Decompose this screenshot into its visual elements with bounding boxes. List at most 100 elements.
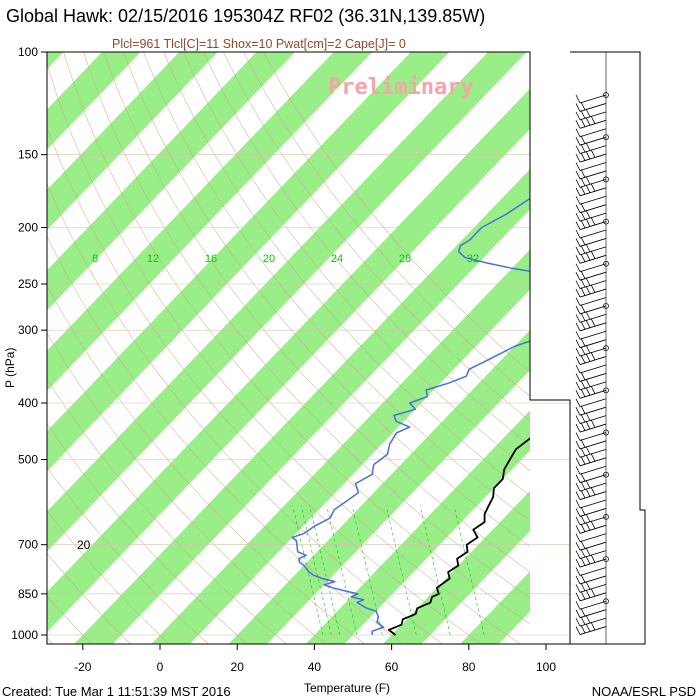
wind-barb [575, 303, 609, 315]
isotherm-band [47, 52, 527, 552]
wind-barb [575, 465, 607, 475]
wind-barb [575, 533, 607, 543]
wind-barb [575, 270, 607, 281]
y-tick-label: 850 [18, 587, 38, 601]
isotherm-band [689, 25, 700, 647]
y-tick-label: 250 [18, 277, 38, 291]
mixing-ratio-label: 12 [147, 253, 159, 265]
mixing-ratio-labels: 8 12 16 20 24 28 32 [92, 253, 479, 265]
source-credit: NOAA/ESRL PSD [591, 684, 696, 699]
wind-barb [575, 439, 607, 450]
x-tick-label: 20 [231, 660, 245, 674]
wind-barb [575, 169, 607, 180]
wind-barb [575, 486, 607, 500]
inline-label: 20 [77, 538, 91, 552]
y-tick-label: 200 [18, 221, 38, 235]
wind-barb [575, 446, 607, 458]
wind-barb [575, 134, 609, 146]
dry-adiabat [47, 378, 287, 644]
wind-barb [575, 453, 607, 467]
wind-barb [575, 318, 607, 332]
wind-barb [575, 608, 607, 619]
y-tick-label: 400 [18, 396, 38, 410]
dry-adiabat [47, 595, 92, 644]
wind-barb [575, 520, 607, 534]
temperature-line [387, 437, 530, 636]
wind-barb [575, 330, 607, 340]
mixing-ratio-label: 24 [331, 253, 343, 265]
wind-barb [575, 236, 607, 247]
y-tick-label: 1000 [11, 628, 38, 642]
mixing-ratio-label: 8 [92, 253, 98, 265]
mixing-ratio-label: 28 [399, 253, 411, 265]
y-tick-label: 300 [18, 323, 38, 337]
wind-barb [575, 554, 609, 568]
wind-barb [575, 405, 607, 416]
isotherm-band [0, 25, 12, 647]
plot-frame [46, 51, 571, 645]
wind-barb [575, 479, 607, 492]
preliminary-watermark: Preliminary [328, 75, 474, 100]
y-tick-label: 150 [18, 148, 38, 162]
mixing-ratio-line [419, 505, 451, 636]
wind-barb [575, 574, 607, 585]
wind-barb [575, 203, 607, 214]
wind-barb [575, 351, 607, 365]
isotherm-band [305, 410, 530, 644]
wind-barb [575, 195, 607, 205]
wind-barb [575, 149, 607, 163]
dry-adiabat [47, 423, 248, 644]
isotherm-band [534, 25, 700, 647]
x-tick-label: 0 [157, 660, 164, 674]
wind-barb [575, 513, 609, 526]
wind-barb [575, 229, 607, 239]
x-axis: -20 0 20 40 60 80 100 [74, 644, 556, 674]
isotherm-band [460, 571, 530, 644]
isotherm-band [47, 52, 64, 70]
wind-barb [575, 311, 607, 323]
wind-barb [575, 471, 609, 484]
wind-barb [575, 108, 607, 121]
dry-adiabat [47, 285, 366, 644]
wind-barb [575, 260, 609, 273]
mixing-ratio-line [300, 505, 332, 636]
created-timestamp: Created: Tue Mar 1 11:51:39 MST 2016 [2, 684, 231, 699]
wind-barb [575, 567, 607, 576]
mixing-ratio-label: 20 [263, 253, 275, 265]
chart-subtitle: Plcl=961 Tlcl[C]=11 Shox=10 Pwat[cm]=2 C… [112, 37, 406, 51]
mixing-ratio-label: 16 [205, 253, 217, 265]
wind-barb [575, 183, 607, 197]
wind-barb [575, 385, 609, 399]
wind-barb [575, 176, 609, 188]
wind-barb [575, 398, 607, 408]
wind-barb [575, 621, 607, 635]
y-axis: 100 150 200 250 300 400 500 700 850 1000 [11, 45, 47, 642]
wind-barb [575, 614, 607, 627]
wind-barb [575, 419, 607, 433]
y-tick-label: 500 [18, 452, 38, 466]
mixing-ratio-line [309, 505, 341, 636]
wind-barb [575, 277, 607, 290]
barb-frame [570, 51, 646, 645]
wind-barb [575, 378, 607, 391]
wind-barb [575, 101, 607, 112]
wind-barb [575, 540, 607, 551]
mixing-ratio-line [453, 505, 485, 636]
wind-barb [575, 506, 607, 517]
dry-adiabat [47, 332, 326, 644]
wind-barb [575, 216, 609, 230]
wind-barb [575, 115, 607, 129]
x-tick-label: 60 [385, 660, 399, 674]
dewpoint-line [291, 197, 530, 636]
wind-barb [575, 499, 607, 509]
x-tick-label: -20 [74, 660, 92, 674]
x-tick-label: 80 [462, 660, 476, 674]
isotherm-band [47, 52, 141, 150]
wind-barb [575, 128, 607, 138]
wind-barbs [575, 52, 609, 644]
wind-barb [575, 243, 607, 256]
isotherm-band [611, 25, 700, 647]
dry-adiabat [47, 553, 131, 644]
mixing-ratio-line [385, 505, 417, 636]
